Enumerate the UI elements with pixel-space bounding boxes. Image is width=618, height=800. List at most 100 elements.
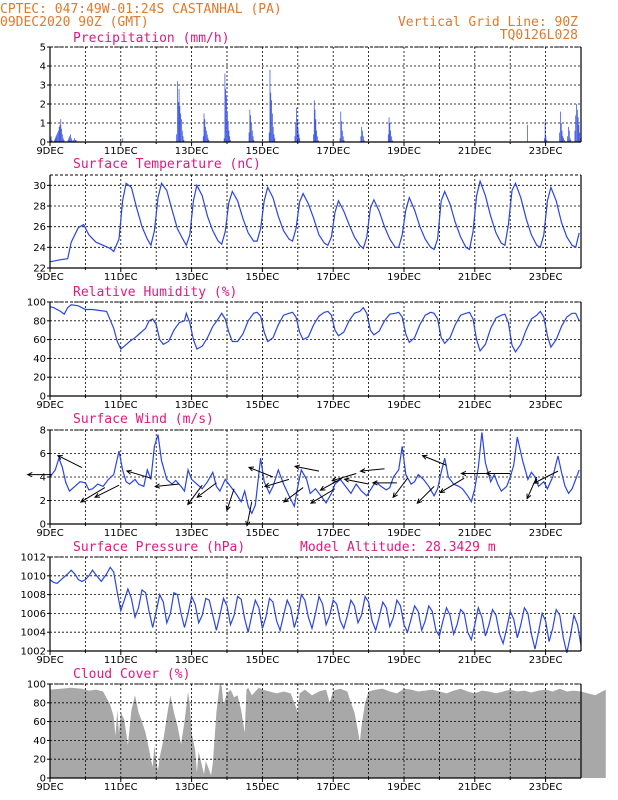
y-tick-label: 24 (33, 243, 46, 254)
precip-bar (179, 105, 181, 142)
precip-bar (563, 138, 564, 142)
precip-bar (227, 111, 228, 142)
wind-vector-arrow (526, 476, 538, 500)
wind-vector-arrow (319, 477, 343, 491)
wind-arrow-head (532, 478, 539, 484)
wind-arrow-shaft (360, 468, 385, 472)
header-date: 09DEC2020 90Z (GMT) (0, 15, 149, 30)
wind-arrow-shaft (226, 488, 235, 511)
wind-arrow-shaft (320, 477, 343, 491)
precip-bar (75, 140, 77, 142)
x-tick-label: 23DEC (529, 146, 563, 157)
model-altitude-label: Model Altitude: 28.3429 m (300, 540, 496, 555)
precip-bar (271, 100, 272, 142)
precip-bar (177, 81, 178, 142)
y-tick-label: 8 (40, 426, 46, 437)
header-run-id: TQ0126L028 (500, 28, 578, 43)
x-tick-label: 19DEC (387, 782, 421, 793)
precip-bar (313, 134, 314, 142)
precip-bar (339, 138, 341, 142)
wind-vector-arrow (485, 470, 511, 477)
precip-bar (578, 124, 580, 142)
precip-bar (341, 121, 342, 142)
wind-vector-arrow (293, 464, 320, 472)
precip-bar (272, 126, 274, 142)
wind-arrow-head (196, 492, 203, 498)
precip-bar (361, 126, 363, 142)
precip-bar (317, 140, 319, 142)
wind-arrow-shaft (57, 455, 83, 469)
precip-bar (561, 130, 563, 142)
wind-vector-arrow (282, 487, 304, 503)
x-tick-label: 19DEC (387, 400, 421, 411)
wind-arrow-shaft (526, 476, 538, 499)
wind-arrow-head (293, 464, 301, 470)
y-tick-label: 100 (27, 298, 46, 309)
precip-bar (62, 134, 63, 142)
x-tick-label: 21DEC (458, 272, 492, 283)
wind-arrow-shaft (187, 484, 203, 505)
precip-bar (59, 124, 61, 142)
x-tick-label: 9DEC (36, 400, 63, 411)
precip-bar (546, 140, 548, 142)
precip-bar (180, 113, 182, 142)
x-tick-label: 19DEC (387, 272, 421, 283)
y-tick-label: 60 (33, 717, 46, 728)
precip-bar (360, 136, 362, 142)
precip-bar (388, 117, 390, 142)
x-tick-label: 9DEC (36, 528, 63, 539)
precip-bar (54, 138, 56, 142)
x-tick-label: 23DEC (529, 272, 563, 283)
precip-bar (296, 107, 297, 142)
wind-vector-arrow (421, 454, 447, 466)
wind-arrow-shaft (422, 455, 447, 466)
x-tick-label: 9DEC (36, 782, 63, 793)
y-tick-label: 1002 (21, 647, 46, 658)
precip-bar (67, 140, 69, 142)
precip-bar (252, 136, 254, 142)
precip-bar (122, 138, 124, 142)
precip-bar (299, 138, 301, 142)
temp-series-line (49, 179, 580, 263)
y-tick-label: 40 (33, 736, 46, 747)
precip-bar (70, 138, 72, 142)
wind-arrow-head (263, 482, 270, 488)
x-tick-label: 9DEC (36, 146, 63, 157)
wind-arrow-head (225, 505, 231, 512)
precip-bar (362, 130, 363, 142)
wind-arrow-head (485, 470, 491, 477)
y-tick-label: 6 (40, 449, 46, 460)
wind-arrow-head (416, 498, 423, 505)
precip-bar (391, 140, 393, 142)
precip-bar (50, 136, 52, 142)
precip-bar (68, 138, 70, 142)
wind-arrow-shaft (80, 487, 106, 503)
precip-bar (342, 130, 343, 142)
precip-bar (316, 130, 317, 142)
y-tick-label: 80 (33, 316, 46, 327)
wind-vector-arrow (94, 484, 120, 498)
wind-vector-arrow (460, 470, 486, 477)
x-tick-label: 17DEC (316, 655, 350, 666)
precip-bar (58, 130, 59, 142)
x-tick-label: 11DEC (104, 655, 138, 666)
precip-bar (60, 119, 62, 142)
x-tick-label: 15DEC (246, 782, 280, 793)
precip-bar (63, 140, 65, 142)
wind-arrow-head (245, 520, 251, 527)
precip-bar (391, 136, 392, 142)
cloud-title: Cloud Cover (%) (73, 667, 190, 682)
precip-bar (389, 123, 391, 142)
y-tick-label: 80 (33, 698, 46, 709)
precip-bar (253, 140, 255, 142)
precip-bar (544, 121, 546, 142)
precip-bar (574, 130, 576, 142)
precip-bar (342, 136, 344, 142)
wind-arrow-shaft (155, 483, 180, 487)
precip-bar (363, 140, 365, 142)
x-tick-label: 11DEC (104, 146, 138, 157)
wind-vector-arrow (371, 480, 397, 486)
y-tick-label: 2 (40, 496, 46, 507)
precip-bar (178, 88, 180, 142)
